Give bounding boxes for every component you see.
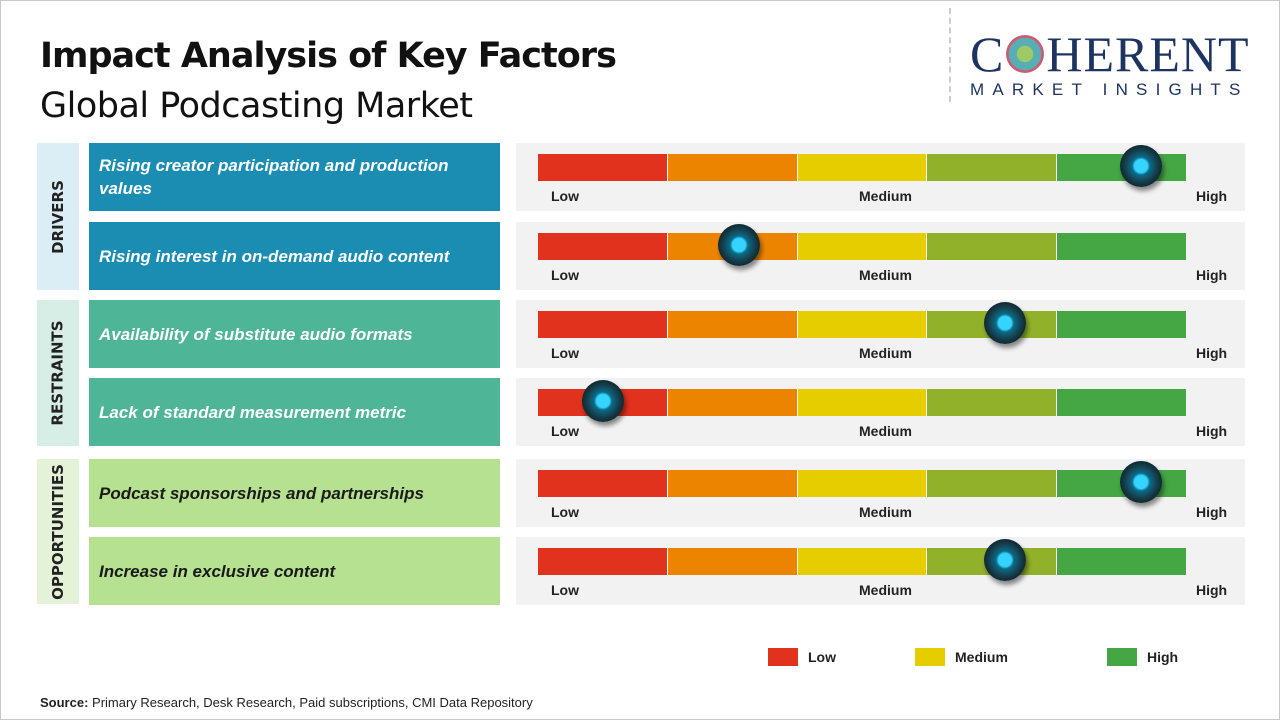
legend-swatch <box>915 648 945 666</box>
medium-label: Medium <box>859 267 912 283</box>
medium-label: Medium <box>859 582 912 598</box>
scale-segment <box>1057 233 1186 260</box>
scale-segment <box>1057 389 1186 416</box>
coherent-logo: C HERENT MARKET INSIGHTS <box>970 29 1260 100</box>
scale-segment <box>927 233 1058 260</box>
factor-label: Increase in exclusive content <box>99 561 336 581</box>
impact-gauge: Low Medium High <box>516 222 1245 290</box>
impact-scale-bar <box>538 233 1186 260</box>
legend-swatch <box>1107 648 1137 666</box>
factor-box: Podcast sponsorships and partnerships <box>89 459 500 527</box>
impact-scale-bar <box>538 389 1186 416</box>
medium-label: Medium <box>859 345 912 361</box>
factor-label: Rising interest in on-demand audio conte… <box>99 246 450 266</box>
scale-segment <box>927 389 1058 416</box>
category-label: OPPORTUNITIES <box>49 463 67 600</box>
scale-segment <box>538 311 668 338</box>
scale-segment <box>797 311 928 338</box>
legend-item: High <box>1107 648 1178 666</box>
scale-segment <box>1057 311 1186 338</box>
low-label: Low <box>551 267 579 283</box>
high-label: High <box>1196 345 1228 361</box>
logo-subtitle: MARKET INSIGHTS <box>970 80 1249 99</box>
factor-box: Increase in exclusive content <box>89 537 500 605</box>
scale-segment <box>667 154 798 181</box>
medium-label: Medium <box>859 504 912 520</box>
scale-segment <box>797 233 928 260</box>
impact-scale-bar <box>538 470 1186 497</box>
impact-gauge: Low Medium High <box>516 143 1245 211</box>
scale-segment <box>797 470 928 497</box>
medium-label: Medium <box>859 423 912 439</box>
scale-segment <box>927 154 1058 181</box>
low-label: Low <box>551 423 579 439</box>
scale-segment <box>797 389 928 416</box>
impact-indicator-knob <box>717 224 760 266</box>
page-title: Impact Analysis of Key Factors <box>40 36 617 76</box>
impact-scale-bar <box>538 154 1186 181</box>
high-label: High <box>1196 504 1228 520</box>
scale-segment <box>667 470 798 497</box>
category-opportunities: OPPORTUNITIES <box>37 459 79 604</box>
factor-label: Podcast sponsorships and partnerships <box>99 483 424 503</box>
impact-indicator-knob <box>1119 145 1162 187</box>
category-drivers: DRIVERS <box>37 143 79 290</box>
scale-segment <box>927 470 1058 497</box>
page-subtitle: Global Podcasting Market <box>40 86 473 126</box>
legend-label: Low <box>808 649 836 665</box>
category-label: DRIVERS <box>49 179 68 254</box>
factor-box: Lack of standard measurement metric <box>89 378 500 446</box>
factor-box: Availability of substitute audio formats <box>89 300 500 368</box>
globe-dots-icon <box>1006 35 1045 73</box>
impact-indicator-knob <box>983 539 1026 581</box>
impact-gauge: Low Medium High <box>516 537 1245 605</box>
scale-segment <box>797 154 928 181</box>
source-label: Source: <box>40 695 89 710</box>
high-label: High <box>1196 188 1228 204</box>
factor-label: Lack of standard measurement metric <box>99 402 407 422</box>
legend-label: High <box>1147 649 1179 665</box>
scale-segment <box>538 233 668 260</box>
impact-gauge: Low Medium High <box>516 300 1245 368</box>
legend-item: Medium <box>915 648 1008 666</box>
impact-gauge: Low Medium High <box>516 378 1245 446</box>
scale-segment <box>667 311 798 338</box>
impact-gauge: Low Medium High <box>516 459 1245 527</box>
category-restraints: RESTRAINTS <box>37 300 79 446</box>
high-label: High <box>1196 582 1228 598</box>
legend-label: Medium <box>955 649 1008 665</box>
scale-segment <box>538 154 668 181</box>
legend-swatch <box>768 648 798 666</box>
impact-indicator-knob <box>581 380 624 422</box>
scale-segment <box>538 470 668 497</box>
factor-label: Availability of substitute audio formats <box>99 324 413 344</box>
source-note: Source: Primary Research, Desk Research,… <box>40 695 533 710</box>
low-label: Low <box>551 504 579 520</box>
low-label: Low <box>551 188 579 204</box>
impact-indicator-knob <box>983 302 1026 344</box>
low-label: Low <box>551 582 579 598</box>
category-label: RESTRAINTS <box>49 320 68 426</box>
high-label: High <box>1196 267 1228 283</box>
factor-label: Rising creator participation and product… <box>99 156 449 198</box>
legend-item: Low <box>768 648 836 666</box>
high-label: High <box>1196 423 1228 439</box>
impact-scale-bar <box>538 548 1186 575</box>
factor-box: Rising interest in on-demand audio conte… <box>89 222 500 290</box>
scale-segment <box>667 389 798 416</box>
low-label: Low <box>551 345 579 361</box>
impact-indicator-knob <box>1119 461 1162 503</box>
factor-box: Rising creator participation and product… <box>89 143 500 211</box>
medium-label: Medium <box>859 188 912 204</box>
scale-segment <box>797 548 928 575</box>
impact-scale-bar <box>538 311 1186 338</box>
scale-segment <box>667 548 798 575</box>
source-text: Primary Research, Desk Research, Paid su… <box>88 695 533 710</box>
scale-segment <box>1057 548 1186 575</box>
scale-segment <box>538 548 668 575</box>
divider <box>949 8 951 102</box>
